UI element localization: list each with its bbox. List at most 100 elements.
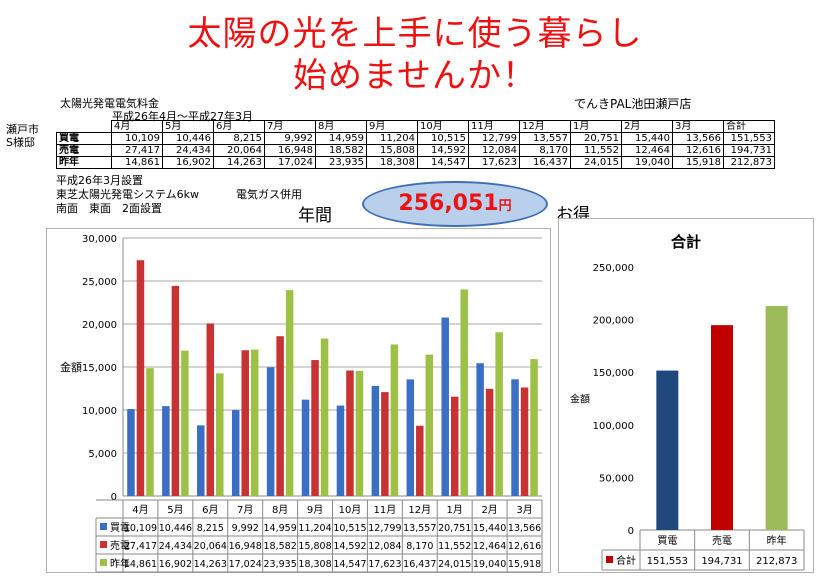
legend-swatch — [100, 541, 107, 548]
bar — [450, 396, 459, 496]
bar — [425, 354, 434, 496]
summary-cell: 14,592 — [417, 144, 469, 157]
bar — [485, 388, 494, 496]
summary-cell: 20,064 — [213, 144, 265, 157]
y-axis-label: 金額 — [570, 393, 590, 406]
summary-cell: 10,515 — [417, 132, 469, 145]
summary-cell: 10,109 — [111, 132, 163, 145]
y-tick-label: 200,000 — [593, 316, 634, 327]
legend-label: 売電 — [110, 539, 130, 552]
bar — [371, 385, 380, 496]
x-tick-label: 9月 — [307, 504, 323, 516]
annual-label: 年間 — [298, 206, 332, 226]
data-label: 23,935 — [264, 559, 297, 570]
bar — [197, 425, 205, 496]
headline-line-2: 始めませんか！ — [293, 56, 537, 96]
summary-header-row: 4月 5月 6月 7月 8月 9月 10月 11月 12月 1月 2月 3月 合… — [56, 120, 775, 133]
summary-cell: 10,446 — [162, 132, 214, 145]
summary-row-last-year: 昨年 14,861 16,902 14,263 17,024 23,935 18… — [56, 156, 775, 169]
bar — [520, 387, 529, 496]
data-label: 16,902 — [159, 559, 192, 570]
x-tick-label: 売電 — [712, 534, 732, 547]
summary-header-cell: 7月 — [264, 120, 316, 133]
summary-cell: 18,582 — [315, 144, 367, 157]
location-city: 瀬戸市 — [6, 123, 39, 136]
summary-cell: 194,731 — [723, 144, 775, 157]
bar — [171, 285, 180, 496]
bar — [320, 338, 329, 496]
y-tick-label: 50,000 — [599, 473, 634, 484]
summary-header-cell: 1月 — [570, 120, 622, 133]
bar — [181, 350, 189, 496]
chart-frame — [46, 228, 551, 573]
data-label: 12,084 — [368, 541, 401, 552]
data-label: 15,440 — [473, 523, 506, 534]
legend-swatch — [100, 559, 107, 566]
data-label: 20,064 — [194, 541, 227, 552]
panel-orientation: 南面 東面 2面設置 — [56, 202, 162, 215]
summary-cell: 14,861 — [111, 156, 163, 169]
energy-type: 電気ガス併用 — [236, 188, 302, 201]
summary-cell: 13,557 — [519, 132, 571, 145]
data-label: 15,918 — [508, 559, 541, 570]
y-tick-label: 0 — [111, 492, 117, 503]
period-label: 平成26年4月～平成27年3月 — [112, 110, 253, 123]
y-tick-label: 30,000 — [82, 234, 117, 245]
data-label: 17,024 — [229, 559, 262, 570]
legend-label: 買電 — [110, 522, 130, 534]
bar — [206, 323, 215, 496]
summary-cell: 27,417 — [111, 144, 163, 157]
data-label: 18,582 — [264, 541, 297, 552]
bar — [460, 289, 468, 496]
x-tick-label: 7月 — [237, 504, 253, 516]
summary-cell: 9,992 — [264, 132, 316, 145]
data-label: 212,873 — [756, 556, 797, 567]
data-label: 10,446 — [159, 523, 192, 534]
y-tick-label: 10,000 — [82, 406, 117, 417]
bar — [301, 399, 310, 496]
summary-cell: 14,547 — [417, 156, 469, 169]
bar — [136, 260, 145, 496]
summary-cell: 11,552 — [570, 144, 622, 157]
data-label: 12,464 — [473, 541, 506, 552]
data-label: 13,557 — [403, 523, 436, 534]
legend-label: 合計 — [616, 554, 636, 567]
bar — [495, 332, 503, 496]
bar — [276, 336, 284, 496]
summary-cell: 19,040 — [621, 156, 673, 169]
summary-cell: 15,918 — [672, 156, 724, 169]
x-tick-label: 買電 — [657, 535, 677, 547]
bar — [146, 368, 154, 496]
data-label: 27,417 — [124, 541, 157, 552]
legend-swatch — [100, 523, 107, 530]
summary-cell: 16,948 — [264, 144, 316, 157]
savings-value: 256,051 — [398, 191, 499, 216]
data-label: 10,109 — [124, 523, 157, 534]
data-label: 16,437 — [403, 559, 436, 570]
data-label: 15,808 — [298, 541, 331, 552]
y-tick-label: 0 — [628, 526, 634, 537]
summary-table: 4月 5月 6月 7月 8月 9月 10月 11月 12月 1月 2月 3月 合… — [56, 120, 775, 169]
bar — [511, 379, 519, 496]
bar — [765, 306, 788, 530]
system-spec: 東芝太陽光発電システム6kw — [56, 188, 200, 201]
y-axis-label: 金額 — [60, 360, 82, 374]
summary-header-cell: 9月 — [366, 120, 418, 133]
summary-row-label: 昨年 — [56, 156, 112, 169]
data-label: 151,553 — [647, 556, 688, 567]
summary-cell: 16,437 — [519, 156, 571, 169]
bar — [390, 344, 399, 496]
bar — [285, 290, 294, 496]
summary-cell: 20,751 — [570, 132, 622, 145]
data-label: 194,731 — [701, 556, 742, 567]
bar — [406, 379, 415, 496]
summary-cell: 12,084 — [468, 144, 520, 157]
summary-cell: 8,170 — [519, 144, 571, 157]
data-label: 12,616 — [508, 541, 541, 552]
bar — [250, 349, 259, 496]
x-tick-label: 6月 — [202, 504, 218, 516]
summary-cell: 12,464 — [621, 144, 673, 157]
summary-cell: 8,215 — [213, 132, 265, 145]
x-tick-label: 10月 — [339, 504, 362, 516]
data-label: 24,434 — [159, 541, 192, 552]
